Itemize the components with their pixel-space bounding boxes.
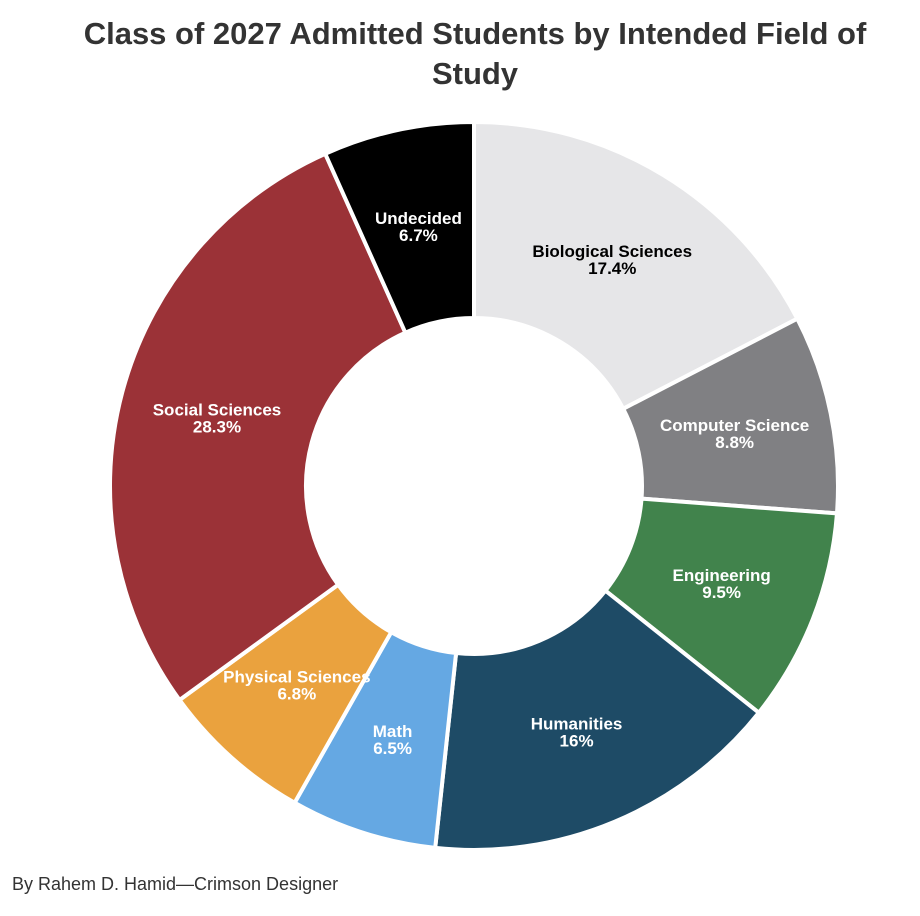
chart-title: Class of 2027 Admitted Students by Inten…: [83, 16, 867, 91]
slice-percent-label: 9.5%: [702, 583, 741, 602]
slice-percent-label: 8.8%: [715, 433, 754, 452]
slice-percent-label: 16%: [560, 731, 594, 750]
slice-category-label: Math: [373, 722, 413, 741]
slice-category-label: Biological Sciences: [532, 242, 692, 261]
slice-humanities[interactable]: [433, 588, 761, 852]
slice-category-label: Social Sciences: [153, 400, 282, 419]
slice-label-physical-sciences: Physical Sciences 6.8%: [223, 667, 370, 703]
slice-biological-sciences[interactable]: [472, 120, 800, 411]
slice-label-math: Math 6.5%: [373, 722, 413, 758]
donut-labels: Biological Sciences 17.4% Computer Science…: [153, 209, 810, 758]
slice-category-label: Humanities: [531, 714, 623, 733]
slice-percent-label: 6.7%: [399, 226, 438, 245]
slice-percent-label: 6.8%: [277, 684, 316, 703]
slice-label-social-sciences: Social Sciences 28.3%: [153, 400, 282, 436]
slice-category-label: Computer Science: [660, 416, 809, 435]
slice-label-engineering: Engineering 9.5%: [673, 566, 771, 602]
slice-category-label: Undecided: [375, 209, 462, 228]
slice-label-humanities: Humanities 16%: [531, 714, 623, 750]
slice-label-biological-sciences: Biological Sciences 17.4%: [532, 242, 692, 278]
byline-credit: By Rahem D. Hamid—Crimson Designer: [12, 874, 339, 894]
slice-category-label: Engineering: [673, 566, 771, 585]
slice-social-sciences[interactable]: [108, 151, 408, 702]
slice-percent-label: 6.5%: [373, 739, 412, 758]
slice-percent-label: 17.4%: [588, 259, 636, 278]
donut-slices: [108, 120, 840, 852]
slice-percent-label: 28.3%: [193, 417, 241, 436]
slice-undecided[interactable]: [323, 120, 476, 335]
slice-label-computer-science: Computer Science 8.8%: [660, 416, 809, 452]
slice-category-label: Physical Sciences: [223, 667, 370, 686]
slice-label-undecided: Undecided 6.7%: [375, 209, 462, 245]
